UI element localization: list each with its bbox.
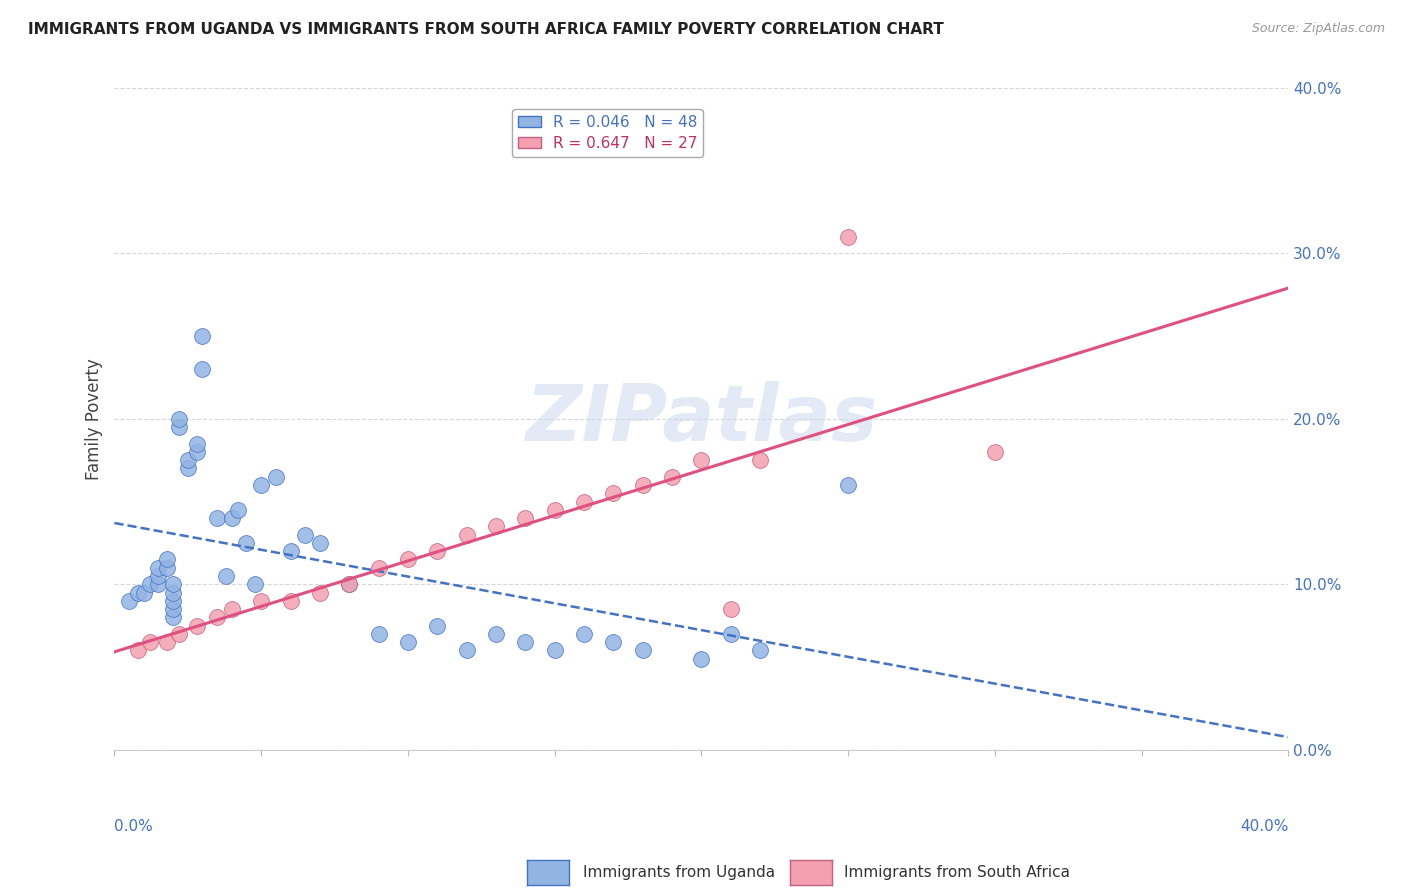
Point (221, 602, 243, 616)
Y-axis label: Family Poverty: Family Poverty (86, 358, 103, 480)
Text: 0.0%: 0.0% (114, 819, 153, 834)
Point (167, 627, 190, 641)
Point (749, 453, 772, 467)
Point (308, 585, 330, 599)
Point (485, 627, 508, 641)
Point (515, 635, 537, 649)
Point (602, 486, 624, 500)
Point (367, 627, 389, 641)
Point (148, 577, 170, 591)
Point (156, 560, 179, 574)
Point (186, 436, 208, 450)
Text: Immigrants from Uganda: Immigrants from Uganda (583, 865, 776, 880)
Point (156, 552, 179, 566)
Text: Source: ZipAtlas.com: Source: ZipAtlas.com (1251, 22, 1385, 36)
Point (162, 602, 184, 616)
Point (221, 511, 243, 525)
Point (245, 577, 267, 591)
Point (396, 552, 419, 566)
Point (485, 519, 508, 533)
Point (177, 453, 200, 467)
Point (186, 618, 208, 632)
Point (720, 627, 742, 641)
Point (572, 494, 595, 508)
Point (162, 577, 184, 591)
Point (186, 445, 208, 459)
Point (631, 643, 654, 657)
Point (205, 511, 228, 525)
Point (167, 420, 190, 434)
Point (837, 478, 859, 492)
Point (148, 569, 170, 583)
Point (337, 577, 360, 591)
Point (156, 635, 179, 649)
Text: 40.0%: 40.0% (1240, 819, 1288, 834)
Point (226, 503, 249, 517)
Point (456, 527, 478, 541)
Legend: R = 0.046   N = 48, R = 0.647   N = 27: R = 0.046 N = 48, R = 0.647 N = 27 (512, 109, 703, 157)
Point (235, 536, 257, 550)
Point (984, 445, 1007, 459)
Point (162, 610, 184, 624)
Point (631, 478, 654, 492)
Point (191, 329, 214, 343)
Text: IMMIGRANTS FROM UGANDA VS IMMIGRANTS FROM SOUTH AFRICA FAMILY POVERTY CORRELATIO: IMMIGRANTS FROM UGANDA VS IMMIGRANTS FRO… (28, 22, 943, 37)
Point (118, 594, 141, 608)
Point (720, 602, 742, 616)
Point (690, 453, 713, 467)
Point (661, 469, 683, 483)
Point (250, 594, 273, 608)
Point (127, 585, 149, 599)
Point (280, 594, 302, 608)
Point (456, 643, 478, 657)
Point (426, 618, 449, 632)
Point (280, 544, 302, 558)
Point (132, 585, 155, 599)
Point (837, 229, 859, 244)
Point (215, 569, 238, 583)
Point (544, 643, 567, 657)
Point (690, 651, 713, 665)
Point (138, 577, 160, 591)
Text: ZIPatlas: ZIPatlas (526, 381, 877, 457)
Point (602, 635, 624, 649)
Point (367, 560, 389, 574)
Point (162, 594, 184, 608)
Point (250, 478, 273, 492)
Point (426, 544, 449, 558)
Point (396, 635, 419, 649)
Point (191, 362, 214, 376)
Point (544, 503, 567, 517)
Point (148, 560, 170, 574)
Point (177, 461, 200, 475)
Point (162, 585, 184, 599)
Point (294, 527, 316, 541)
Point (138, 635, 160, 649)
Point (127, 643, 149, 657)
Point (308, 536, 330, 550)
Text: Immigrants from South Africa: Immigrants from South Africa (844, 865, 1070, 880)
Point (264, 469, 287, 483)
Point (572, 627, 595, 641)
Point (749, 643, 772, 657)
Point (337, 577, 360, 591)
Point (167, 412, 190, 426)
Point (205, 610, 228, 624)
Point (515, 511, 537, 525)
